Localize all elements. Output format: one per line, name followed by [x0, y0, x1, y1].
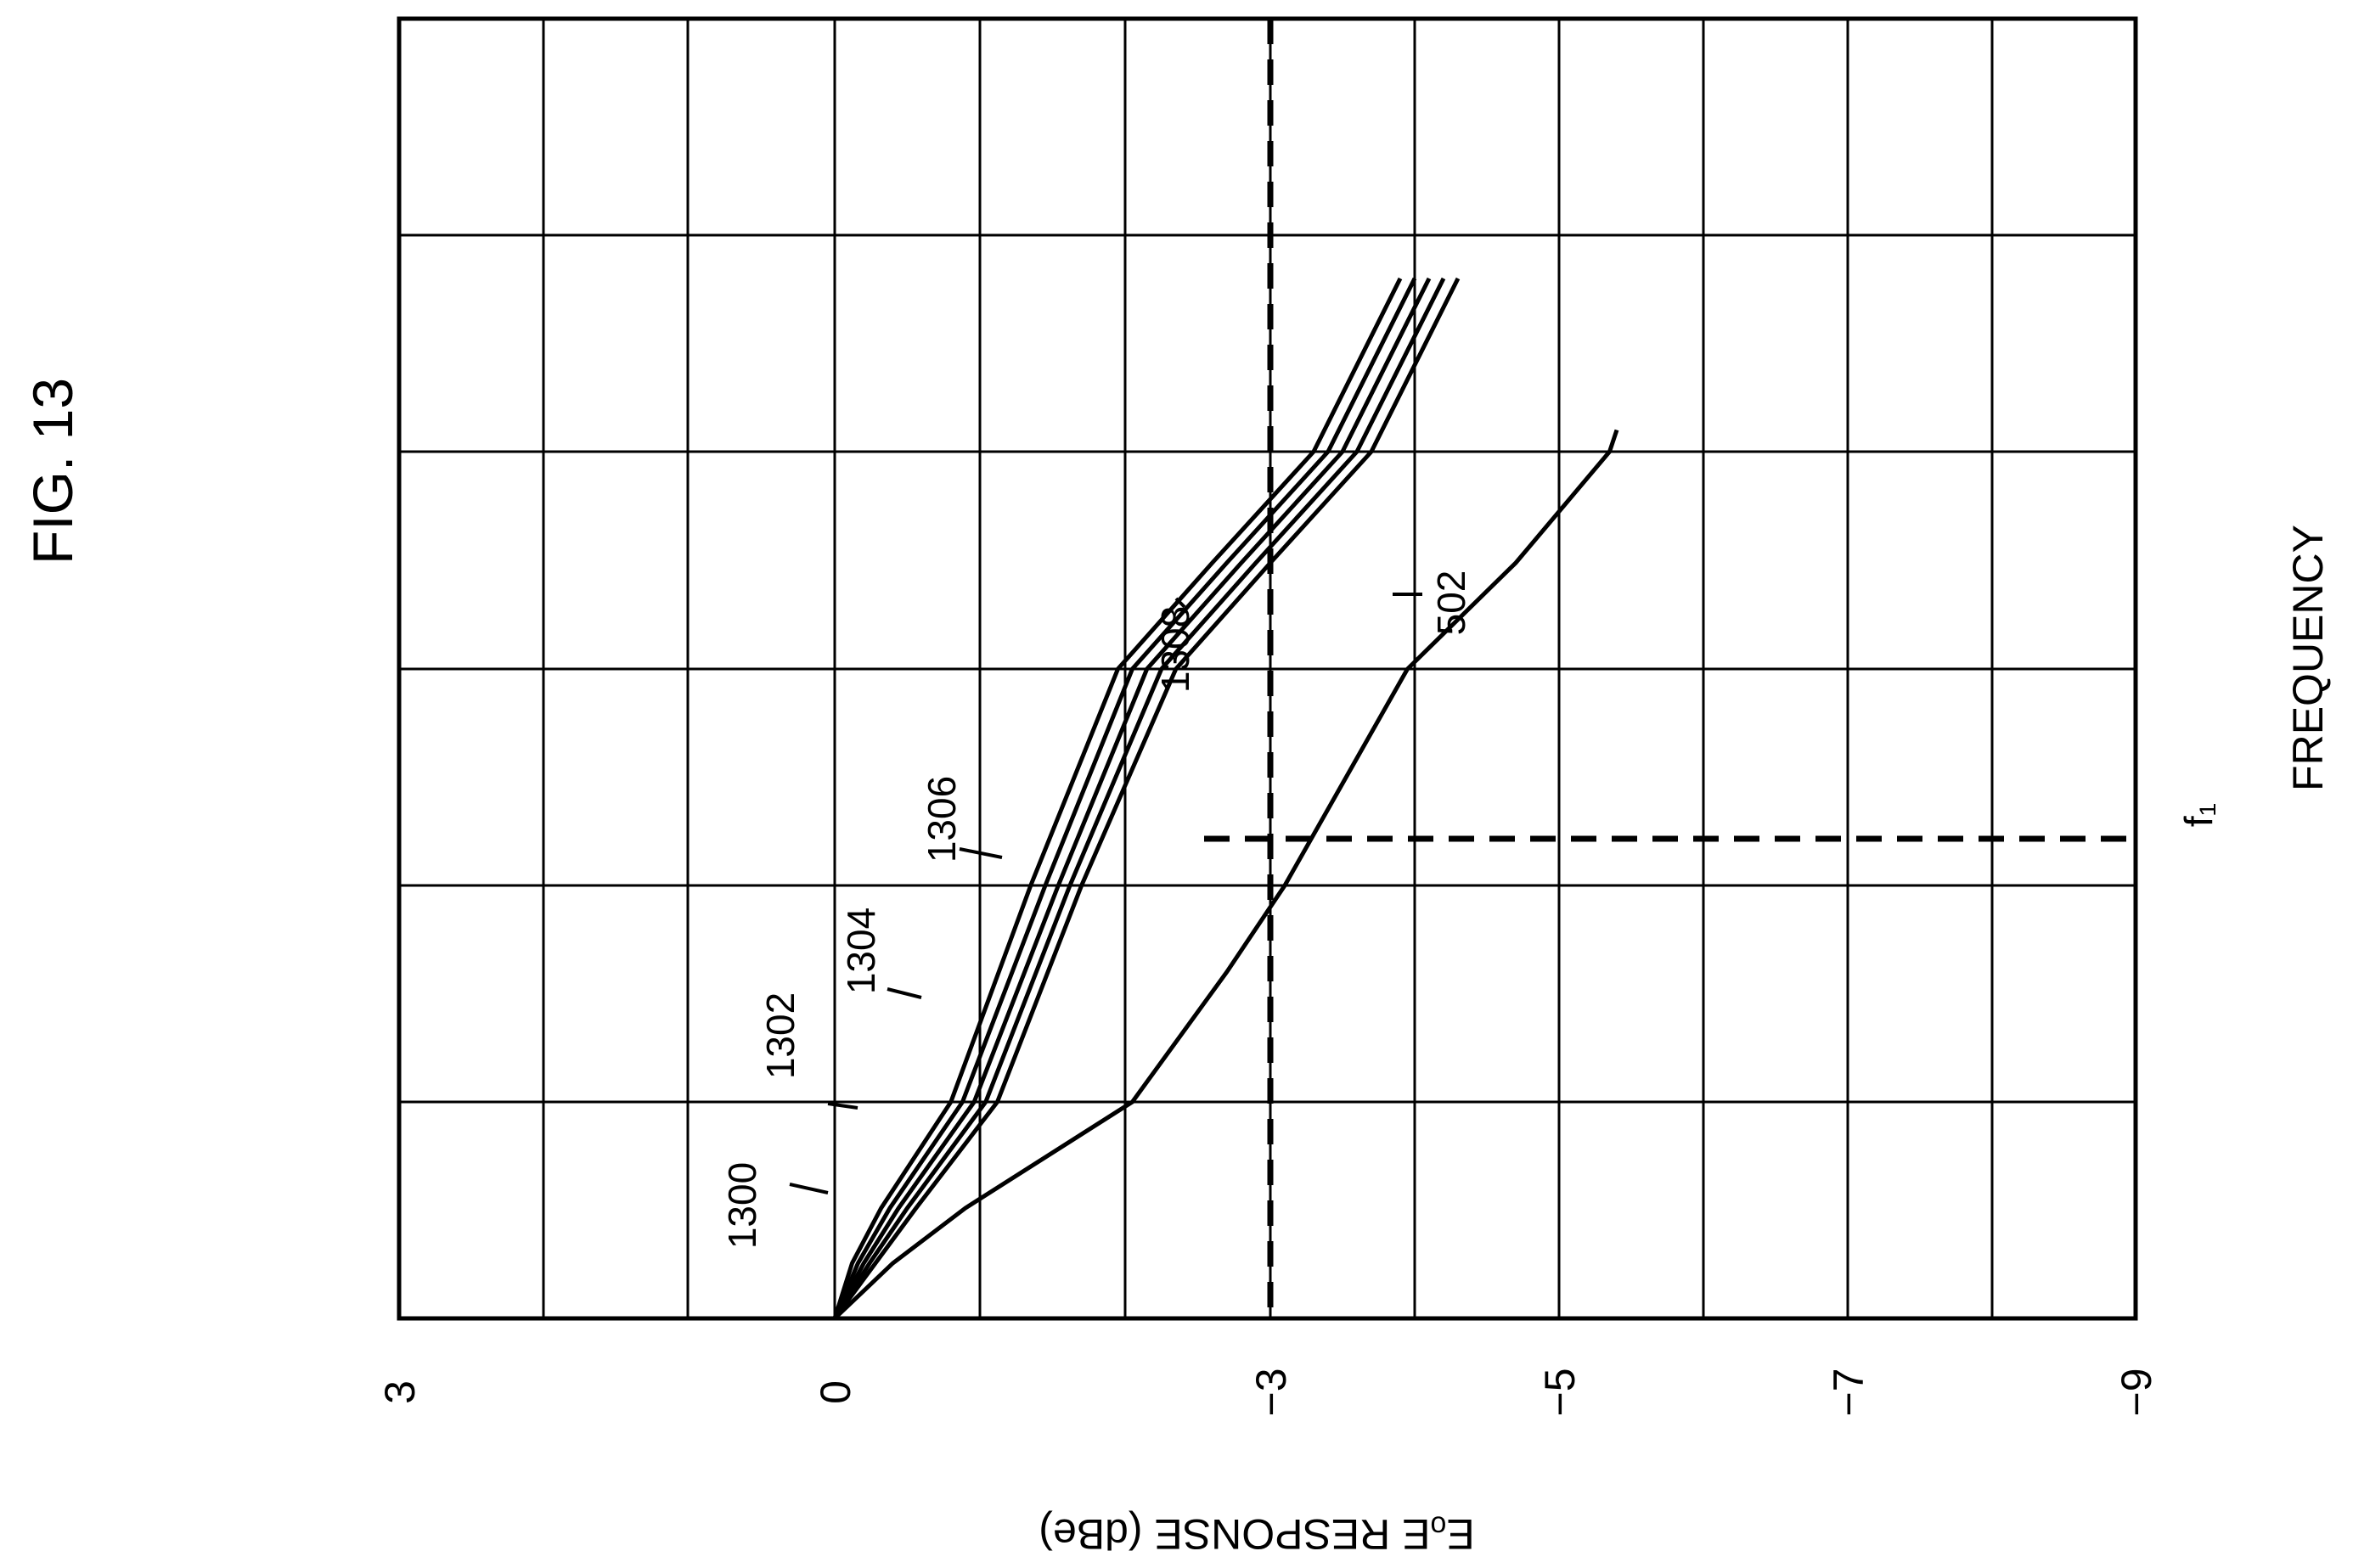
chart-series	[832, 277, 1619, 1320]
series-label-1306: 1306	[920, 776, 964, 863]
series-label-1304: 1304	[839, 908, 883, 994]
series-label-1300: 1300	[720, 1162, 764, 1249]
series-label-502: 502	[1429, 570, 1473, 636]
series-leader-1306	[959, 847, 1003, 859]
y-tick-label: −3	[1247, 1368, 1295, 1416]
series-labels: 1300 1302 1304 1306 1308 502	[720, 570, 1473, 1250]
series-line-1300	[832, 277, 1403, 1319]
y-axis-label: EₒE RESPONSE (dBe)	[1039, 1510, 1474, 1558]
y-tick-label: −9	[2113, 1368, 2160, 1416]
series-leader-1302	[827, 1102, 858, 1110]
y-tick-label: −7	[1825, 1368, 1872, 1416]
chart-grid	[397, 16, 2138, 1321]
series-leader-1304	[887, 987, 922, 999]
series-line-1308	[832, 277, 1461, 1320]
series-leader-1308	[1174, 597, 1186, 609]
series-line-1304	[832, 277, 1432, 1320]
f1-reference-label: f₁	[2176, 803, 2221, 827]
x-axis-label: FREQUENCY	[2284, 525, 2332, 791]
series-label-1302: 1302	[758, 992, 802, 1079]
series-line-1306	[832, 277, 1446, 1320]
series-leader-1300	[789, 1183, 829, 1194]
series-line-502	[833, 429, 1619, 1320]
series-label-1308: 1308	[1153, 606, 1197, 693]
y-tick-labels: 3 0 −3 −5 −7 −9	[376, 1368, 2160, 1416]
y-tick-label: 0	[812, 1380, 859, 1404]
figure-title: FIG. 13	[21, 378, 84, 565]
y-tick-label: −5	[1536, 1368, 1584, 1416]
reference-lines	[1204, 19, 2136, 1318]
series-line-1302	[832, 277, 1417, 1319]
y-tick-label: 3	[376, 1380, 424, 1404]
